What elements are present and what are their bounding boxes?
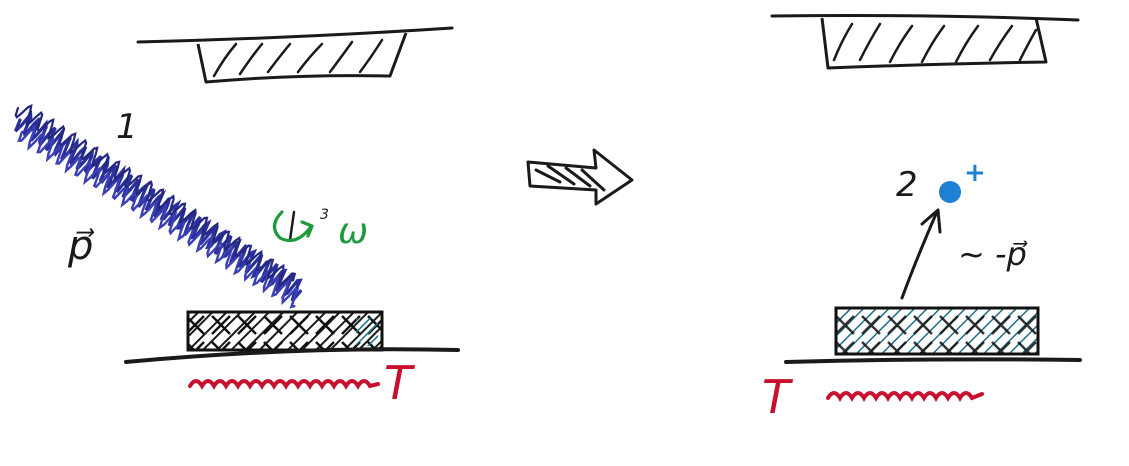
right-ground-line <box>784 357 1082 364</box>
rotation-superscript: 3 <box>320 207 329 223</box>
left-top-plate <box>136 26 454 84</box>
ion-dot <box>939 181 961 203</box>
left-thermal-squiggle <box>188 379 380 390</box>
rotation-indicator <box>272 210 314 242</box>
right-top-plate <box>770 14 1080 70</box>
transition-arrow-icon <box>526 148 634 206</box>
left-ground-line <box>124 347 460 364</box>
right-sample-block <box>834 306 1040 356</box>
right-temperature-label: T <box>762 370 791 424</box>
ion-number-label: 2 <box>896 165 918 205</box>
right-thermal-squiggle <box>826 391 984 402</box>
recoil-arrow <box>900 208 942 300</box>
left-sample-block <box>186 310 384 352</box>
momentum-label: p⃗ <box>68 223 94 269</box>
photon-number-label: 1 <box>116 107 138 147</box>
ion-charge-label: + <box>964 158 986 188</box>
left-temperature-label: T <box>384 356 413 410</box>
rotation-omega-label: ω <box>338 211 369 252</box>
recoil-label: ~ -p⃗ <box>958 235 1027 273</box>
photon-beam <box>14 103 303 309</box>
